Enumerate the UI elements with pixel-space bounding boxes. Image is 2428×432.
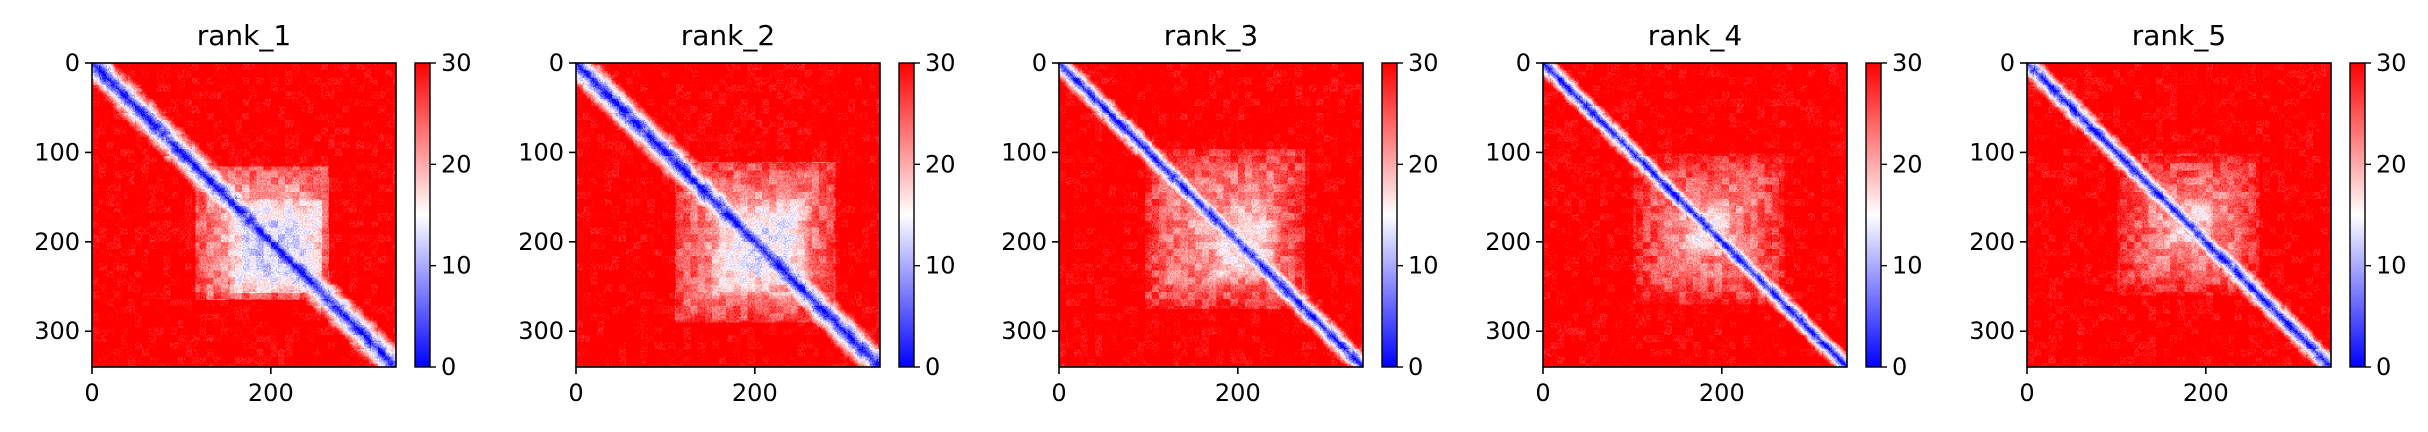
axes-frame (1058, 62, 1364, 368)
colorbar (2349, 62, 2366, 368)
subplot-title: rank_3 (1164, 19, 1258, 52)
colorbar-tick-label: 30 (925, 49, 956, 77)
axes-frame (91, 62, 397, 368)
colorbar-tick-label: 0 (1408, 353, 1423, 381)
subplot-3: rank_3 0 200 0 100 200 300 0 10 20 30 (1001, 19, 1438, 407)
heatmap-matrix (1543, 63, 1847, 367)
x-tick-label: 0 (2019, 379, 2034, 407)
subplot-2: rank_2 0 200 0 100 200 300 0 10 20 30 (518, 19, 955, 407)
heatmap-matrix (1059, 63, 1363, 367)
subplot-title: rank_5 (2132, 19, 2226, 52)
colorbar-tick-label: 30 (441, 49, 472, 77)
y-tick-label: 300 (1001, 317, 1047, 345)
y-tick-label: 200 (1969, 228, 2015, 256)
subplot-4: rank_4 0 200 0 100 200 300 0 10 20 30 (1485, 19, 1922, 407)
y-tick-label: 0 (2000, 49, 2015, 77)
y-tick-label: 0 (1032, 49, 1047, 77)
colorbar-tick-label: 0 (1892, 353, 1907, 381)
subplot-title: rank_4 (1648, 19, 1742, 52)
y-tick-label: 200 (518, 228, 564, 256)
heatmap-matrix (576, 63, 880, 367)
y-tick-label: 200 (34, 228, 80, 256)
y-tick-label: 200 (1485, 228, 1531, 256)
x-tick-label: 0 (1535, 379, 1550, 407)
colorbar-tick-label: 10 (2376, 252, 2407, 280)
colorbar-tick-label: 0 (441, 353, 456, 381)
y-tick-label: 0 (549, 49, 564, 77)
colorbar (1865, 62, 1882, 368)
colorbar-tick-label: 0 (2376, 353, 2391, 381)
y-tick-label: 300 (1969, 317, 2015, 345)
colorbar-tick-label: 10 (441, 252, 472, 280)
y-tick-label: 100 (518, 138, 564, 166)
subplot-5: rank_5 0 200 0 100 200 300 0 10 20 30 (1969, 19, 2406, 407)
colorbar-tick-label: 20 (441, 150, 472, 178)
subplot-title: rank_2 (681, 19, 775, 52)
colorbar-tick-label: 20 (2376, 150, 2407, 178)
heatmap-matrix (2027, 63, 2331, 367)
axes-frame (1542, 62, 1848, 368)
x-tick-label: 200 (732, 379, 778, 407)
colorbar-tick-label: 30 (1408, 49, 1439, 77)
y-tick-label: 100 (1001, 138, 1047, 166)
y-tick-label: 0 (65, 49, 80, 77)
subplot-1: rank_1 0 200 0 100 200 300 0 10 20 30 (34, 19, 471, 407)
y-tick-label: 300 (1485, 317, 1531, 345)
x-tick-label: 200 (1699, 379, 1745, 407)
colorbar-tick-label: 10 (925, 252, 956, 280)
x-tick-label: 0 (1051, 379, 1066, 407)
x-tick-label: 0 (84, 379, 99, 407)
x-tick-label: 200 (2183, 379, 2229, 407)
y-tick-label: 100 (1969, 138, 2015, 166)
heatmap-matrix (92, 63, 396, 367)
colorbar (1381, 62, 1398, 368)
colorbar-tick-label: 10 (1892, 252, 1923, 280)
colorbar-tick-label: 20 (925, 150, 956, 178)
colorbar-tick-label: 20 (1408, 150, 1439, 178)
y-tick-label: 100 (1485, 138, 1531, 166)
y-tick-label: 300 (34, 317, 80, 345)
colorbar-tick-label: 0 (925, 353, 940, 381)
x-tick-label: 200 (248, 379, 294, 407)
subplot-title: rank_1 (197, 19, 291, 52)
colorbar-tick-label: 30 (2376, 49, 2407, 77)
y-tick-label: 0 (1516, 49, 1531, 77)
colorbar-tick-label: 20 (1892, 150, 1923, 178)
colorbar-tick-label: 10 (1408, 252, 1439, 280)
x-tick-label: 200 (1215, 379, 1261, 407)
axes-frame (2026, 62, 2332, 368)
x-tick-label: 0 (568, 379, 583, 407)
colorbar (414, 62, 431, 368)
y-tick-label: 100 (34, 138, 80, 166)
y-tick-label: 200 (1001, 228, 1047, 256)
colorbar-tick-label: 30 (1892, 49, 1923, 77)
y-tick-label: 300 (518, 317, 564, 345)
axes-frame (575, 62, 881, 368)
colorbar (898, 62, 915, 368)
